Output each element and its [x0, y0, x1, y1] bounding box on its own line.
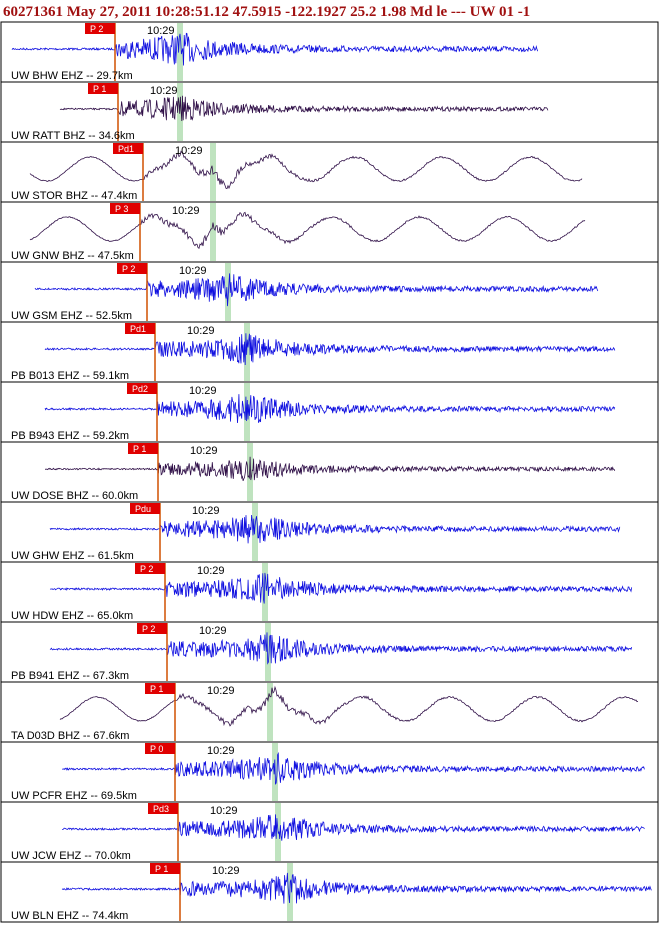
pick-label: Pd1: [118, 144, 134, 154]
pick-flag: [113, 143, 143, 154]
waveform: [62, 751, 645, 785]
station-label: UW GSM EHZ -- 52.5km: [11, 310, 132, 322]
time-label: 10:29: [147, 25, 175, 37]
time-label: 10:29: [197, 565, 225, 577]
station-label: PB B943 EHZ -- 59.2km: [11, 430, 129, 442]
pick-label: P 1: [133, 444, 146, 454]
station-label: UW GNW BHZ -- 47.5km: [11, 250, 134, 262]
arrival-marker: [265, 623, 271, 681]
time-label: 10:29: [192, 505, 220, 517]
pick-flag: [137, 623, 167, 634]
pick-label: P 3: [115, 204, 128, 214]
time-label: 10:29: [207, 685, 235, 697]
arrival-marker: [177, 23, 183, 81]
waveform: [59, 685, 639, 727]
pick-flag: [125, 323, 155, 334]
time-label: 10:29: [150, 85, 178, 97]
pick-flag: [148, 803, 178, 814]
event-header: 60271361 May 27, 2011 10:28:51.12 47.591…: [3, 4, 530, 20]
pick-label: P 2: [142, 624, 155, 634]
pick-label: P 1: [150, 684, 163, 694]
pick-flag: [135, 563, 165, 574]
waveform: [49, 572, 633, 604]
pick-flag: [145, 743, 175, 754]
station-label: UW STOR BHZ -- 47.4km: [11, 190, 137, 202]
arrival-marker: [252, 503, 258, 561]
arrival-marker: [262, 563, 268, 621]
station-label: TA D03D BHZ -- 67.6km: [11, 730, 129, 742]
time-label: 10:29: [207, 745, 235, 757]
waveform: [34, 273, 599, 307]
pick-label: Pd3: [153, 804, 169, 814]
time-label: 10:29: [172, 205, 200, 217]
waveform: [59, 95, 549, 122]
station-label: UW RATT BHZ -- 34.6km: [11, 130, 135, 142]
pick-flag: [117, 263, 147, 274]
pick-flag: [88, 83, 118, 94]
station-label: UW GHW EHZ -- 61.5km: [11, 550, 134, 562]
pick-label: P 1: [93, 84, 106, 94]
time-label: 10:29: [187, 325, 215, 337]
waveform: [44, 394, 616, 424]
waveform: [11, 32, 539, 66]
waveform: [29, 150, 583, 190]
waveform: [29, 211, 586, 250]
time-label: 10:29: [189, 385, 217, 397]
arrival-marker: [225, 263, 231, 321]
pick-flag: [110, 203, 140, 214]
pick-label: Pdu: [135, 504, 151, 514]
pick-label: P 1: [155, 864, 168, 874]
trace-panel: [0, 861, 659, 923]
time-label: 10:29: [212, 865, 240, 877]
pick-label: P 2: [90, 24, 103, 34]
station-label: PB B941 EHZ -- 67.3km: [11, 670, 129, 682]
time-label: 10:29: [175, 145, 203, 157]
pick-flag: [130, 503, 160, 514]
station-label: UW DOSE BHZ -- 60.0km: [11, 490, 138, 502]
waveform: [44, 456, 616, 482]
arrival-marker: [267, 683, 273, 741]
station-label: UW HDW EHZ -- 65.0km: [11, 610, 133, 622]
waveform: [49, 514, 621, 544]
waveform: [49, 632, 633, 665]
pick-flag: [145, 683, 175, 694]
pick-label: P 0: [150, 744, 163, 754]
station-label: UW JCW EHZ -- 70.0km: [11, 850, 131, 862]
arrival-marker: [210, 203, 216, 261]
time-label: 10:29: [210, 805, 238, 817]
pick-flag: [127, 383, 157, 394]
pick-flag: [85, 23, 115, 34]
station-label: UW BLN EHZ -- 74.4km: [11, 910, 128, 922]
waveform: [61, 872, 652, 904]
time-label: 10:29: [199, 625, 227, 637]
pick-label: P 2: [140, 564, 153, 574]
time-label: 10:29: [179, 265, 207, 277]
station-label: PB B013 EHZ -- 59.1km: [11, 370, 129, 382]
station-label: UW BHW EHZ -- 29.7km: [11, 70, 133, 82]
pick-label: Pd1: [130, 324, 146, 334]
time-label: 10:29: [190, 445, 218, 457]
waveform: [61, 814, 645, 841]
pick-flag: [150, 863, 180, 874]
station-label: UW PCFR EHZ -- 69.5km: [11, 790, 137, 802]
pick-label: Pd2: [132, 384, 148, 394]
pick-label: P 2: [122, 264, 135, 274]
waveform: [44, 333, 616, 366]
pick-flag: [128, 443, 158, 454]
